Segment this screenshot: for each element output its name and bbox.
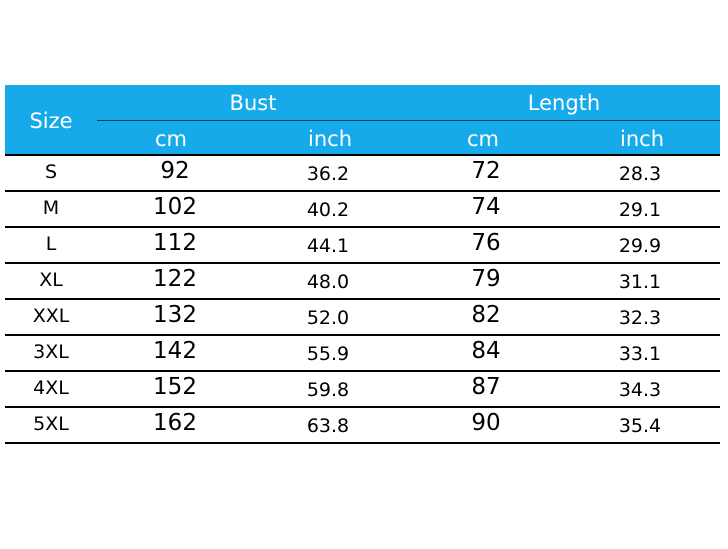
cell-size: 4XL bbox=[33, 377, 69, 399]
cell-length-inch: 29.9 bbox=[618, 235, 662, 257]
cell-length-inch: 34.3 bbox=[618, 379, 662, 401]
cell-length-cm: 79 bbox=[471, 266, 501, 292]
header-bust-inch: inch bbox=[308, 127, 352, 151]
cell-length-inch: 32.3 bbox=[618, 307, 662, 329]
header-length: Length bbox=[527, 91, 601, 115]
header-bottom-border bbox=[5, 154, 720, 156]
header-size: Size bbox=[29, 109, 73, 133]
cell-bust-cm: 92 bbox=[160, 158, 190, 184]
table-row: 5XL 162 63.8 90 35.4 bbox=[5, 408, 720, 444]
table-row: 3XL 142 55.9 84 33.1 bbox=[5, 336, 720, 372]
cell-bust-inch: 52.0 bbox=[306, 307, 350, 329]
header-divider bbox=[97, 120, 720, 121]
table-row: XL 122 48.0 79 31.1 bbox=[5, 264, 720, 300]
cell-length-inch: 29.1 bbox=[618, 199, 662, 221]
cell-bust-cm: 142 bbox=[153, 338, 197, 364]
header-bust: Bust bbox=[229, 91, 277, 115]
table-row: XXL 132 52.0 82 32.3 bbox=[5, 300, 720, 336]
cell-length-cm: 90 bbox=[471, 410, 501, 436]
cell-length-cm: 84 bbox=[471, 338, 501, 364]
header-length-cm: cm bbox=[466, 127, 499, 151]
cell-size: S bbox=[44, 161, 58, 183]
cell-bust-inch: 40.2 bbox=[306, 199, 350, 221]
cell-length-cm: 87 bbox=[471, 374, 501, 400]
cell-bust-cm: 162 bbox=[153, 410, 197, 436]
cell-bust-inch: 44.1 bbox=[306, 235, 350, 257]
header-bust-cm: cm bbox=[154, 127, 187, 151]
cell-length-cm: 74 bbox=[471, 194, 501, 220]
cell-length-cm: 72 bbox=[471, 158, 501, 184]
cell-length-inch: 31.1 bbox=[618, 271, 662, 293]
cell-bust-cm: 152 bbox=[153, 374, 197, 400]
cell-bust-inch: 63.8 bbox=[306, 415, 350, 437]
cell-size: XL bbox=[39, 269, 63, 291]
cell-size: 5XL bbox=[33, 413, 69, 435]
cell-size: M bbox=[42, 197, 60, 219]
table-row: 4XL 152 59.8 87 34.3 bbox=[5, 372, 720, 408]
cell-bust-inch: 55.9 bbox=[306, 343, 350, 365]
table-row: S 92 36.2 72 28.3 bbox=[5, 156, 720, 192]
cell-bust-cm: 112 bbox=[153, 230, 197, 256]
table-row: M 102 40.2 74 29.1 bbox=[5, 192, 720, 228]
cell-bust-inch: 36.2 bbox=[306, 163, 350, 185]
cell-bust-cm: 132 bbox=[153, 302, 197, 328]
cell-length-cm: 76 bbox=[471, 230, 501, 256]
cell-bust-cm: 122 bbox=[153, 266, 197, 292]
cell-size: L bbox=[45, 233, 57, 255]
cell-length-inch: 35.4 bbox=[618, 415, 662, 437]
cell-size: XXL bbox=[32, 305, 70, 327]
cell-length-inch: 28.3 bbox=[618, 163, 662, 185]
header-length-inch: inch bbox=[620, 127, 664, 151]
table-row: L 112 44.1 76 29.9 bbox=[5, 228, 720, 264]
cell-bust-inch: 48.0 bbox=[306, 271, 350, 293]
cell-bust-cm: 102 bbox=[153, 194, 197, 220]
cell-bust-inch: 59.8 bbox=[306, 379, 350, 401]
cell-length-cm: 82 bbox=[471, 302, 501, 328]
table-header: Size Bust Length cm inch cm inch bbox=[5, 85, 720, 155]
cell-size: 3XL bbox=[33, 341, 69, 363]
cell-length-inch: 33.1 bbox=[618, 343, 662, 365]
